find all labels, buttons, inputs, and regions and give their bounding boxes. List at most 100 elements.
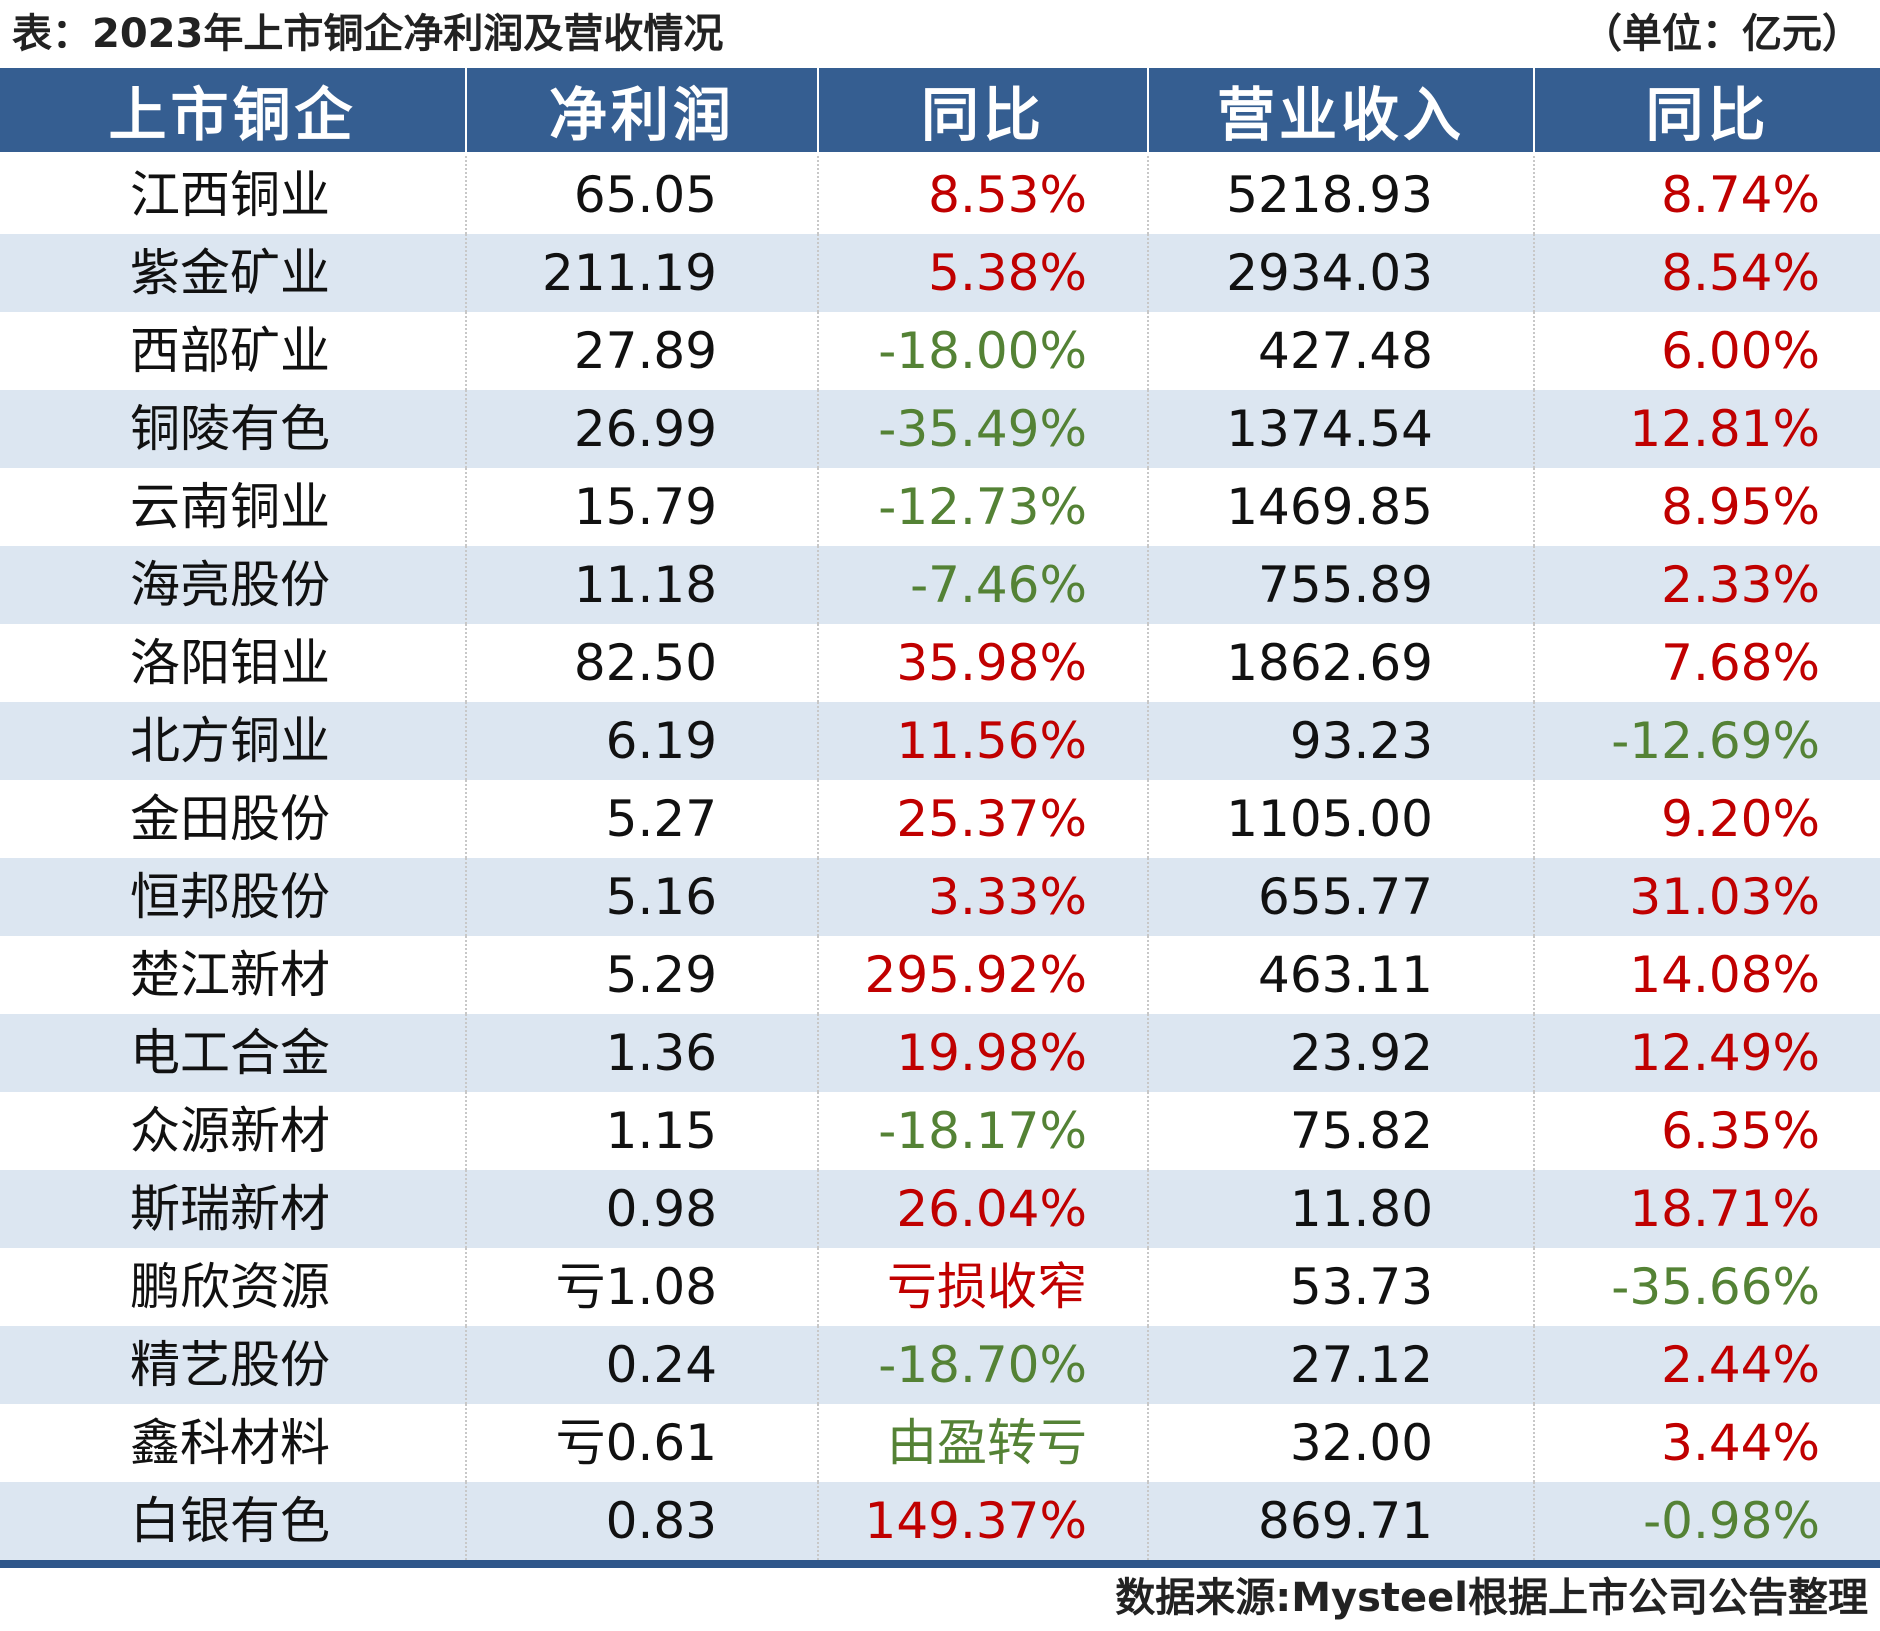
company-name-cell: 精艺股份 [0, 1326, 466, 1404]
net-profit-cell: 亏0.61 [465, 1404, 818, 1482]
column-header-net-profit: 净利润 [465, 68, 818, 156]
table-row: 金田股份 5.27 25.37% 1105.00 9.20% [0, 780, 1880, 858]
revenue-yoy-cell: 8.74% [1533, 154, 1880, 234]
revenue-cell: 755.89 [1147, 546, 1534, 624]
net-profit-cell: 1.36 [465, 1014, 818, 1092]
revenue-cell: 53.73 [1147, 1248, 1534, 1326]
column-header-revenue: 营业收入 [1147, 68, 1534, 156]
profit-yoy-cell: -12.73% [817, 468, 1148, 546]
net-profit-cell: 亏1.08 [465, 1248, 818, 1326]
table-header: 上市铜企 净利润 同比 营业收入 同比 [0, 68, 1880, 156]
table-row: 楚江新材 5.29 295.92% 463.11 14.08% [0, 936, 1880, 1014]
unit-label: （单位：亿元） [1582, 11, 1862, 57]
revenue-yoy-cell: -35.66% [1533, 1248, 1880, 1326]
column-header-profit-yoy: 同比 [817, 68, 1148, 156]
net-profit-cell: 65.05 [465, 154, 818, 234]
profit-yoy-cell: 26.04% [817, 1170, 1148, 1248]
revenue-yoy-cell: -12.69% [1533, 702, 1880, 780]
net-profit-cell: 1.15 [465, 1092, 818, 1170]
revenue-cell: 869.71 [1147, 1482, 1534, 1568]
net-profit-cell: 82.50 [465, 624, 818, 702]
revenue-yoy-cell: 12.81% [1533, 390, 1880, 468]
company-name-cell: 西部矿业 [130, 322, 330, 380]
column-header-revenue-yoy: 同比 [1533, 68, 1880, 156]
company-name-cell: 紫金矿业 [0, 234, 466, 312]
profit-yoy-cell: 8.53% [817, 154, 1148, 234]
table-row: 白银有色 0.83 149.37% 869.71 -0.98% [0, 1482, 1880, 1568]
profit-yoy-cell: 3.33% [817, 858, 1148, 936]
table-row: 洛阳钼业 82.50 35.98% 1862.69 7.68% [0, 624, 1880, 702]
profit-yoy-cell: -7.46% [817, 546, 1148, 624]
revenue-yoy-cell: 2.33% [1533, 546, 1880, 624]
table-row: 众源新材 1.15 -18.17% 75.82 6.35% [0, 1092, 1880, 1170]
company-name-cell: 江西铜业 [130, 166, 330, 224]
header-row: 上市铜企 净利润 同比 营业收入 同比 [0, 68, 1880, 156]
column-header-company: 上市铜企 [0, 68, 466, 156]
company-name-cell: 北方铜业 [0, 702, 466, 780]
table-row: 恒邦股份 5.16 3.33% 655.77 31.03% [0, 858, 1880, 936]
revenue-yoy-cell: 7.68% [1533, 624, 1880, 702]
copper-companies-table: 上市铜企 净利润 同比 营业收入 同比 江西铜业 65.05 8.53% 5218.9… [0, 68, 1880, 1568]
profit-yoy-cell: 295.92% [817, 936, 1148, 1014]
company-name-cell: 众源新材 [130, 1102, 330, 1160]
revenue-cell: 11.80 [1147, 1170, 1534, 1248]
revenue-cell: 32.00 [1147, 1404, 1534, 1482]
revenue-yoy-cell: 6.00% [1533, 312, 1880, 390]
table-body: 江西铜业 65.05 8.53% 5218.93 8.74% 紫金矿业 211.19 5.38… [0, 154, 1880, 1568]
profit-yoy-cell: 5.38% [817, 234, 1148, 312]
revenue-yoy-cell: 8.95% [1533, 468, 1880, 546]
company-name-cell: 鹏欣资源 [130, 1258, 330, 1316]
data-source-note: 数据来源:Mysteel根据上市公司公告整理 [1115, 1575, 1868, 1621]
net-profit-cell: 6.19 [465, 702, 818, 780]
net-profit-cell: 5.27 [465, 780, 818, 858]
revenue-yoy-cell: 2.44% [1533, 1326, 1880, 1404]
table-row: 云南铜业 15.79 -12.73% 1469.85 8.95% [0, 468, 1880, 546]
net-profit-cell: 0.24 [465, 1326, 818, 1404]
table-title: 表：2023年上市铜企净利润及营收情况 [12, 11, 724, 57]
company-name-cell: 鑫科材料 [130, 1414, 330, 1472]
table-row: 西部矿业 27.89 -18.00% 427.48 6.00% [0, 312, 1880, 390]
table-row: 铜陵有色 26.99 -35.49% 1374.54 12.81% [0, 390, 1880, 468]
net-profit-cell: 15.79 [465, 468, 818, 546]
revenue-yoy-cell: 8.54% [1533, 234, 1880, 312]
company-name-cell: 恒邦股份 [0, 858, 466, 936]
net-profit-cell: 5.29 [465, 936, 818, 1014]
revenue-cell: 1374.54 [1147, 390, 1534, 468]
revenue-yoy-cell: -0.98% [1533, 1482, 1880, 1568]
revenue-yoy-cell: 18.71% [1533, 1170, 1880, 1248]
revenue-cell: 427.48 [1147, 312, 1534, 390]
net-profit-cell: 5.16 [465, 858, 818, 936]
profit-yoy-cell: -35.49% [817, 390, 1148, 468]
table-row: 紫金矿业 211.19 5.38% 2934.03 8.54% [0, 234, 1880, 312]
net-profit-cell: 27.89 [465, 312, 818, 390]
revenue-cell: 75.82 [1147, 1092, 1534, 1170]
table-row: 电工合金 1.36 19.98% 23.92 12.49% [0, 1014, 1880, 1092]
company-name-cell: 楚江新材 [130, 946, 330, 1004]
profit-yoy-cell: 35.98% [817, 624, 1148, 702]
profit-yoy-cell: -18.70% [817, 1326, 1148, 1404]
revenue-cell: 2934.03 [1147, 234, 1534, 312]
company-name-cell: 电工合金 [0, 1014, 466, 1092]
net-profit-cell: 0.83 [465, 1482, 818, 1568]
revenue-cell: 1862.69 [1147, 624, 1534, 702]
net-profit-cell: 0.98 [465, 1170, 818, 1248]
table-row: 鑫科材料 亏0.61 由盈转亏 32.00 3.44% [0, 1404, 1880, 1482]
table-row: 北方铜业 6.19 11.56% 93.23 -12.69% [0, 702, 1880, 780]
profit-yoy-cell: -18.17% [817, 1092, 1148, 1170]
profit-yoy-cell: 由盈转亏 [817, 1404, 1148, 1482]
table-row: 精艺股份 0.24 -18.70% 27.12 2.44% [0, 1326, 1880, 1404]
company-name-cell: 金田股份 [130, 790, 330, 848]
revenue-cell: 1105.00 [1147, 780, 1534, 858]
profit-yoy-cell: -18.00% [817, 312, 1148, 390]
revenue-cell: 23.92 [1147, 1014, 1534, 1092]
profit-yoy-cell: 25.37% [817, 780, 1148, 858]
profit-yoy-cell: 亏损收窄 [817, 1248, 1148, 1326]
net-profit-cell: 11.18 [465, 546, 818, 624]
profit-yoy-cell: 149.37% [817, 1482, 1148, 1568]
revenue-cell: 93.23 [1147, 702, 1534, 780]
revenue-yoy-cell: 3.44% [1533, 1404, 1880, 1482]
profit-yoy-cell: 11.56% [817, 702, 1148, 780]
net-profit-cell: 211.19 [465, 234, 818, 312]
revenue-cell: 463.11 [1147, 936, 1534, 1014]
company-name-cell: 海亮股份 [0, 546, 466, 624]
